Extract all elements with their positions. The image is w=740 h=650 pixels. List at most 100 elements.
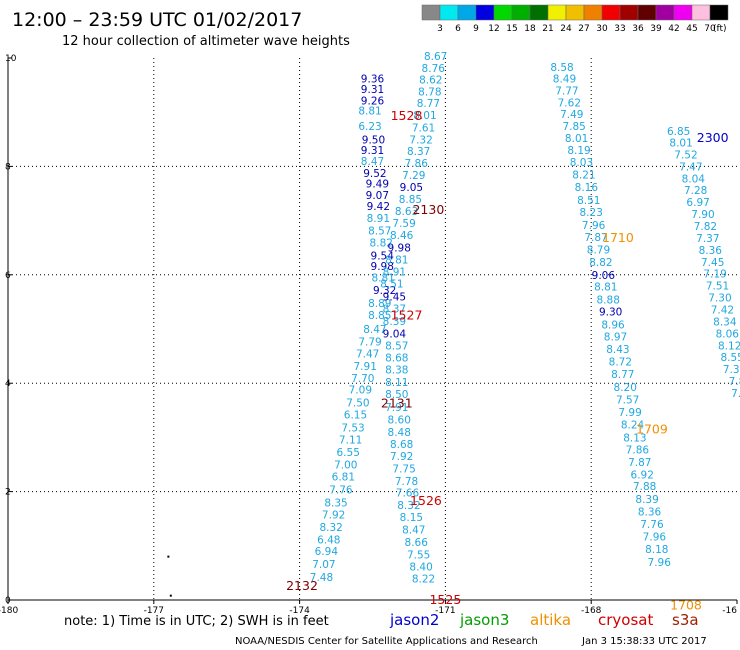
- swh-value-label: 8.13: [623, 432, 646, 444]
- swh-value-label: 8.47: [402, 525, 425, 537]
- satellite-legend: jason2 jason3 altika cryosat s3a: [389, 611, 699, 629]
- swh-value-label: 9.04: [383, 328, 407, 340]
- legend-label: 21: [542, 24, 553, 34]
- swh-value-label: 8.82: [589, 257, 612, 269]
- legend-swatch: [709, 4, 729, 21]
- time-annotation: 2132: [286, 578, 318, 593]
- axes: -180 -177 -174 -171 -168 -16 0 2 4 6 8 10: [0, 54, 738, 616]
- swh-value-label: 8.79: [587, 244, 610, 256]
- x-tick-label: -174: [289, 606, 310, 616]
- point-marker: [167, 555, 170, 558]
- swh-value-label: 7.85: [562, 121, 585, 133]
- legend-label: 9: [473, 24, 479, 34]
- swh-value-label: 8.97: [604, 332, 627, 344]
- legend-swatch: [475, 4, 495, 21]
- swh-value-label: 7.8: [729, 376, 740, 388]
- legend-swatch: [529, 4, 549, 21]
- legend-swatch: [439, 4, 459, 21]
- time-annotation: 2130: [412, 202, 444, 217]
- swh-value-label: 8.32: [319, 522, 342, 534]
- legend-label: 18: [524, 24, 536, 34]
- credit-left: NOAA/NESDIS Center for Satellite Applica…: [235, 636, 538, 647]
- swh-value-label: 8.22: [412, 573, 435, 585]
- swh-value-label: 9.42: [367, 201, 390, 213]
- swh-value-label: 7.50: [346, 398, 369, 410]
- swh-value-label: 8.57: [368, 225, 391, 237]
- legend-label: 42: [668, 24, 679, 34]
- swh-value-label: 8.66: [405, 537, 429, 549]
- swh-value-label: 9.26: [361, 95, 385, 107]
- swh-value-label: 7.78: [395, 476, 418, 488]
- legend-label: 3: [437, 24, 443, 34]
- swh-value-label: 7.42: [711, 304, 734, 316]
- swh-value-label: 8.18: [645, 544, 668, 556]
- swh-value-label: 8.24: [621, 419, 645, 431]
- swh-value-label: 9.32: [373, 285, 396, 297]
- time-annotation: 1710: [602, 230, 634, 245]
- swh-value-label: 8.76: [422, 63, 446, 75]
- legend-swatch: [691, 4, 711, 21]
- swh-value-label: 8.40: [409, 561, 432, 573]
- swh-value-label: 7.49: [560, 109, 583, 121]
- swh-value-label: 8.81: [371, 273, 394, 285]
- swh-value-label: 7.47: [679, 161, 702, 173]
- swh-value-label: 8.35: [324, 497, 347, 509]
- legend-swatch: [457, 4, 477, 21]
- swh-value-label: 7.77: [555, 86, 578, 98]
- legend-label: 39: [650, 24, 662, 34]
- swh-value-label: 7.47: [356, 348, 379, 360]
- swh-value-label: 7.61: [412, 122, 435, 134]
- swh-value-label: 9.31: [361, 145, 384, 157]
- swh-value-label: 8.78: [418, 87, 441, 99]
- swh-value-label: 6.94: [315, 546, 339, 558]
- y-tick-label: 2: [5, 488, 11, 498]
- legend-swatch: [565, 4, 585, 21]
- legend-label: 6: [455, 24, 461, 34]
- swh-value-label: 8.21: [572, 170, 595, 182]
- swh-value-label: 8.81: [385, 255, 408, 267]
- swh-value-label: 7.75: [392, 463, 415, 475]
- legend-label: 27: [578, 24, 589, 34]
- swh-value-label: 8.39: [635, 494, 658, 506]
- y-tick-label: 4: [5, 379, 11, 389]
- swh-value-label: 8.58: [550, 62, 573, 74]
- swh-value-label: 8.50: [385, 389, 408, 401]
- y-tick-label: 0: [5, 596, 11, 606]
- swh-value-label: 7.53: [341, 423, 364, 435]
- swh-value-label: 6.81: [332, 471, 355, 483]
- legend-label: 36: [632, 24, 644, 34]
- swh-value-label: 8.23: [580, 207, 603, 219]
- swh-value-label: 8.51: [577, 195, 600, 207]
- legend-label: 24: [560, 24, 572, 34]
- swh-value-label: 7.8: [731, 388, 740, 400]
- swh-value-label: 7.11: [339, 435, 362, 447]
- swh-value-label: 8.39: [383, 316, 406, 328]
- swh-value-label: 9.50: [362, 134, 385, 146]
- swh-value-label: 8.72: [609, 357, 632, 369]
- swh-value-label: 8.85: [399, 194, 422, 206]
- satellite-label: s3a: [672, 611, 699, 629]
- time-annotation: 1709: [636, 421, 668, 436]
- swh-value-label: 6.23: [358, 121, 381, 133]
- time-annotation: 1528: [391, 108, 423, 123]
- legend-swatch: [511, 4, 531, 21]
- time-annotation: 2300: [697, 130, 729, 145]
- swh-value-label: 8.63: [395, 206, 418, 218]
- legend-unit: (ft): [713, 24, 727, 34]
- credit-timestamp: Jan 3 15:38:33 UTC 2017: [581, 636, 707, 647]
- swh-value-label: 7.92: [390, 451, 413, 463]
- swh-value-label: 7.96: [648, 557, 672, 569]
- swh-value-label: 8.47: [361, 156, 384, 168]
- time-annotation: 1525: [429, 592, 461, 607]
- swh-value-label: 8.68: [390, 439, 413, 451]
- swh-value-label: 7.28: [684, 185, 707, 197]
- swh-value-label: 7.51: [706, 281, 729, 293]
- swh-value-label: 8.01: [669, 138, 692, 150]
- x-tick-label: -168: [581, 606, 602, 616]
- swh-value-label: 8.15: [400, 512, 423, 524]
- swh-value-label: 9.54: [371, 250, 395, 262]
- swh-value-label: 9.31: [361, 84, 384, 96]
- swh-value-label: 8.62: [419, 75, 442, 87]
